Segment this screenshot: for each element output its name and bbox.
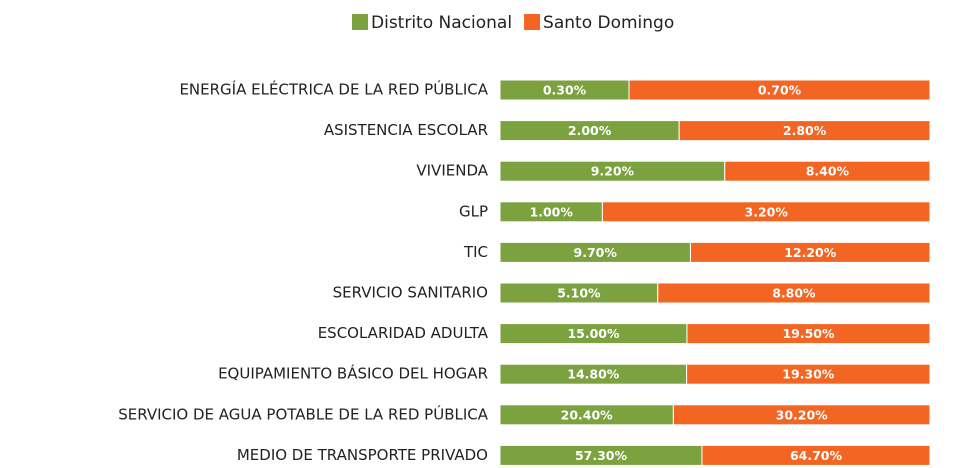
- bar-segment: [628, 79, 931, 101]
- value-label: 14.80%: [567, 367, 620, 382]
- bar-segment: [678, 120, 931, 142]
- category-label: EQUIPAMIENTO BÁSICO DEL HOGAR: [218, 364, 488, 383]
- value-label: 5.10%: [557, 286, 601, 301]
- category-label: ASISTENCIA ESCOLAR: [324, 121, 488, 139]
- category-label: ESCOLARIDAD ADULTA: [318, 324, 489, 342]
- bar-segment: [601, 201, 931, 223]
- value-label: 8.80%: [772, 286, 816, 301]
- value-label: 30.20%: [776, 407, 829, 422]
- legend-label: Santo Domingo: [543, 13, 674, 33]
- category-label: VIVIENDA: [416, 162, 488, 180]
- legend-label: Distrito Nacional: [371, 13, 512, 33]
- value-label: 9.20%: [591, 164, 635, 179]
- category-label: GLP: [459, 202, 488, 220]
- category-label: MEDIO DE TRANSPORTE PRIVADO: [237, 446, 488, 464]
- value-label: 15.00%: [567, 326, 620, 341]
- value-label: 19.30%: [782, 367, 835, 382]
- value-label: 19.50%: [782, 326, 835, 341]
- category-label: TIC: [463, 243, 488, 261]
- legend-swatch: [352, 14, 368, 30]
- value-label: 3.20%: [745, 204, 789, 219]
- value-label: 12.20%: [784, 245, 837, 260]
- value-label: 0.70%: [758, 83, 802, 98]
- value-label: 64.70%: [790, 448, 843, 463]
- category-label: SERVICIO DE AGUA POTABLE DE LA RED PÚBLI…: [118, 404, 489, 423]
- value-label: 2.80%: [783, 123, 827, 138]
- legend-swatch: [524, 14, 541, 30]
- category-label: ENERGÍA ELÉCTRICA DE LA RED PÚBLICA: [179, 80, 488, 99]
- value-label: 8.40%: [806, 164, 850, 179]
- value-label: 20.40%: [561, 407, 614, 422]
- value-label: 0.30%: [543, 83, 587, 98]
- value-label: 1.00%: [530, 204, 574, 219]
- bar-segment: [686, 363, 931, 385]
- bar-segment: [701, 444, 931, 466]
- bar-segment: [672, 404, 931, 426]
- bar-segment: [686, 323, 931, 345]
- value-label: 57.30%: [575, 448, 628, 463]
- bar-segment: [657, 282, 931, 304]
- value-label: 9.70%: [574, 245, 618, 260]
- bar-segment: [689, 241, 931, 263]
- bar-segment: [724, 160, 931, 182]
- category-label: SERVICIO SANITARIO: [333, 284, 488, 302]
- value-label: 2.00%: [568, 123, 612, 138]
